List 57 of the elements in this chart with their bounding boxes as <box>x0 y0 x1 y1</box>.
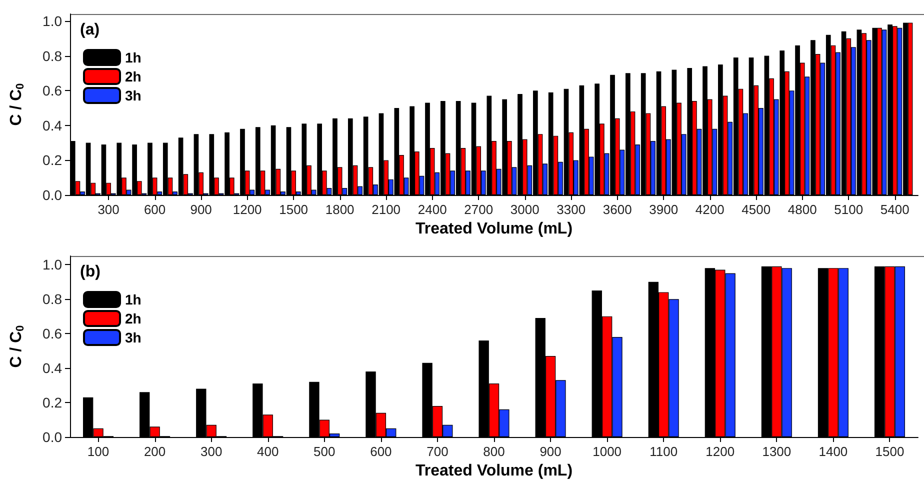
x-tick-label: 100 <box>87 444 110 459</box>
legend-label: 2h <box>125 68 142 84</box>
x-tick-label: 2100 <box>372 202 401 217</box>
y-tick-label: 0.6 <box>42 82 62 99</box>
x-tick-label: 3600 <box>602 202 632 217</box>
y-tick-label: 0.2 <box>42 152 62 168</box>
x-tick-label: 5400 <box>880 202 910 217</box>
x-axis-title: Treated Volume (mL) <box>415 462 573 480</box>
x-tick-label: 900 <box>190 202 212 217</box>
x-tick-label: 2400 <box>418 202 447 217</box>
legend-label: 2h <box>125 310 142 326</box>
y-tick-label: 0.0 <box>42 187 62 203</box>
x-tick-label: 5100 <box>834 202 864 217</box>
x-tick-label: 3900 <box>649 202 678 217</box>
x-tick-label: 1300 <box>762 444 792 459</box>
y-tick-label: 0.6 <box>42 326 62 342</box>
x-tick-label: 300 <box>200 444 222 459</box>
x-tick-label: 1500 <box>279 202 308 217</box>
x-tick-label: 1200 <box>706 444 735 459</box>
x-tick-label: 1800 <box>325 202 354 217</box>
x-tick-label: 300 <box>98 202 120 217</box>
y-tick-label: 1.0 <box>42 256 62 273</box>
y-tick-label: 0.2 <box>42 394 62 411</box>
x-tick-label: 400 <box>257 444 279 459</box>
y-tick-label: 1.0 <box>42 12 62 29</box>
y-tick-label: 0.4 <box>42 360 62 376</box>
x-tick-label: 900 <box>540 444 562 459</box>
x-tick-label: 600 <box>144 202 166 217</box>
x-tick-label: 1000 <box>592 444 622 459</box>
x-tick-label: 700 <box>426 444 448 459</box>
y-axis-title: C / C0 <box>8 83 26 126</box>
x-tick-label: 800 <box>483 444 505 459</box>
x-tick-label: 600 <box>370 444 392 459</box>
legend-label: 3h <box>125 330 142 346</box>
x-tick-label: 3000 <box>510 202 540 217</box>
x-tick-label: 4200 <box>695 202 724 217</box>
x-tick-label: 1100 <box>650 444 678 459</box>
x-tick-label: 1500 <box>875 444 904 459</box>
y-tick-label: 0.8 <box>42 48 62 64</box>
annotation: (a) <box>80 22 100 38</box>
x-tick-label: 1400 <box>818 444 848 459</box>
y-tick-label: 0.8 <box>42 291 62 308</box>
x-tick-label: 500 <box>314 444 336 459</box>
y-tick-label: 0.4 <box>42 117 62 134</box>
y-axis-title: C / C0 <box>8 325 26 368</box>
annotation: (b) <box>80 264 100 280</box>
x-tick-label: 3300 <box>556 202 586 217</box>
x-tick-label: 2700 <box>464 202 494 217</box>
legend-label: 1h <box>125 50 142 66</box>
x-tick-label: 200 <box>144 444 166 459</box>
y-tick-label: 0.0 <box>42 429 62 445</box>
x-tick-label: 4500 <box>742 202 771 217</box>
legend-label: 1h <box>125 292 142 308</box>
x-tick-label: 4800 <box>788 202 817 217</box>
x-axis-title: Treated Volume (mL) <box>415 220 573 238</box>
legend-label: 3h <box>125 88 142 104</box>
x-tick-label: 1200 <box>232 202 262 217</box>
